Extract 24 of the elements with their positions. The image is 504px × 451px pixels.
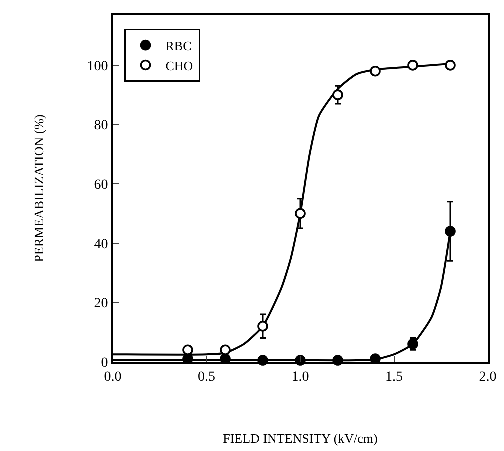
x-axis-title: FIELD INTENSITY (kV/cm) (223, 430, 378, 446)
y-tick-label: 20 (94, 296, 108, 312)
x-tick-label: 0.0 (104, 370, 122, 385)
point (370, 66, 381, 77)
x-tick-label: 1.5 (386, 370, 403, 385)
y-tick-label: 0 (101, 356, 108, 371)
legend-label: RBC (166, 38, 192, 54)
point (220, 344, 231, 356)
point (295, 208, 306, 220)
point (445, 60, 456, 71)
x-tick-label: 1.0 (292, 370, 310, 385)
point (258, 321, 268, 332)
point (332, 90, 344, 100)
x-tick-label: 0.5 (198, 370, 216, 385)
point (370, 354, 381, 364)
y-tick-label: 80 (94, 118, 108, 134)
y-tick-label: 40 (94, 237, 108, 252)
x-tick-label: 2.0 (479, 370, 497, 385)
legend-label: CHO (166, 58, 194, 74)
point (445, 226, 456, 237)
point (408, 60, 418, 71)
y-axis-title: PERMEABILIZATION (%) (32, 114, 47, 262)
y-tick-label: 60 (94, 178, 108, 193)
y-tick-label: 100 (87, 59, 108, 74)
